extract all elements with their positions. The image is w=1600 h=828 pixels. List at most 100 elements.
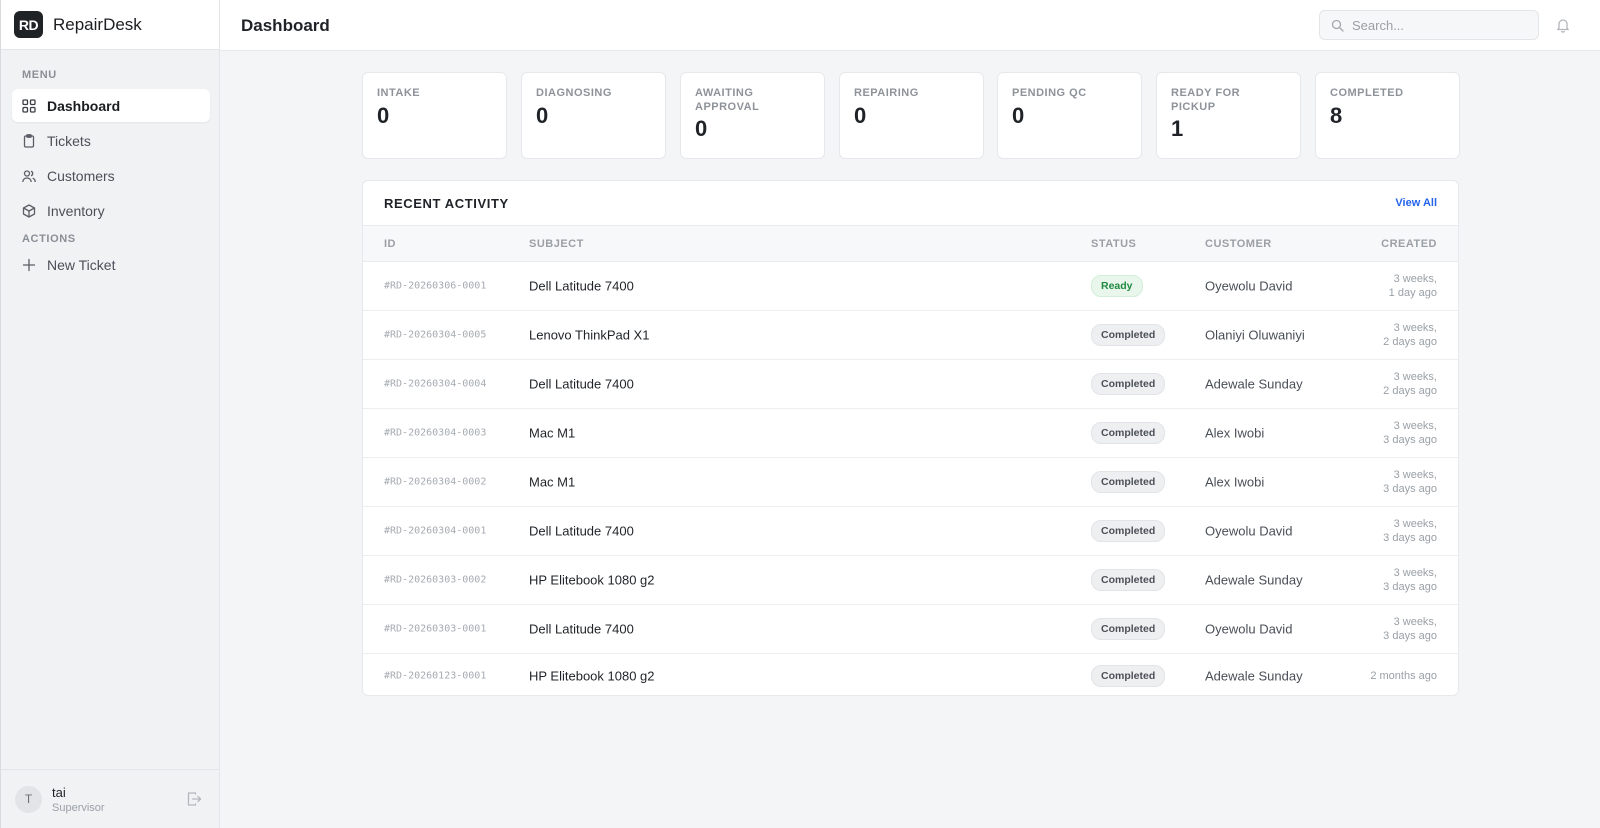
stat-card-completed[interactable]: COMPLETED 8 [1315, 72, 1460, 159]
status-badge: Completed [1091, 618, 1166, 640]
ticket-subject: Dell Latitude 7400 [529, 621, 634, 637]
ticket-id[interactable]: #RD-20260123-0001 [384, 670, 487, 682]
created-time-line-2: 3 days ago [1383, 532, 1437, 544]
table-row[interactable]: #RD-20260304-0002 Mac M1 Completed Alex Iwo… [363, 458, 1458, 507]
bell-icon[interactable] [1555, 17, 1571, 33]
created-time-line-1: 3 weeks, [1393, 469, 1437, 481]
ticket-id[interactable]: #RD-20260303-0001 [384, 623, 487, 635]
stat-value: 0 [854, 102, 867, 128]
user-role: Supervisor [52, 801, 105, 814]
sidebar-item-label: Dashboard [47, 97, 121, 114]
status-cell: Completed [1091, 665, 1166, 687]
stat-value: 0 [695, 116, 708, 141]
sidebar-item-customers[interactable]: Customers [12, 159, 210, 192]
ticket-subject: Mac M1 [529, 474, 576, 490]
created-time-line-1: 3 weeks, [1393, 518, 1437, 530]
users-icon [22, 169, 36, 182]
sidebar-item-tickets[interactable]: Tickets [12, 124, 210, 157]
status-badge: Completed [1091, 471, 1166, 493]
created-time-line-1: 3 weeks, [1393, 273, 1437, 285]
column-header-created[interactable]: CREATED [1381, 238, 1437, 250]
sidebar-item-inventory[interactable]: Inventory [12, 194, 210, 227]
created-time: 3 weeks, 2 days ago [1347, 321, 1437, 349]
created-time-line-2: 3 days ago [1383, 630, 1437, 642]
stat-label: COMPLETED [1330, 87, 1404, 99]
created-time-line-2: 3 days ago [1383, 581, 1437, 593]
ticket-subject: Mac M1 [529, 425, 576, 441]
status-badge: Completed [1091, 422, 1166, 444]
status-badge: Completed [1091, 665, 1166, 687]
created-time: 3 weeks, 1 day ago [1347, 272, 1437, 300]
status-badge: Completed [1091, 520, 1166, 542]
ticket-id[interactable]: #RD-20260304-0002 [384, 476, 487, 488]
stat-label: READY FOR PICKUP [1171, 87, 1241, 113]
table-row[interactable]: #RD-20260123-0001 HP Elitebook 1080 g2 Com… [363, 654, 1458, 695]
user-profile: T tai Supervisor [1, 769, 220, 828]
ticket-subject: Dell Latitude 7400 [529, 278, 634, 294]
ticket-id[interactable]: #RD-20260306-0001 [384, 280, 487, 292]
stat-card-intake[interactable]: INTAKE 0 [362, 72, 507, 159]
new-ticket-button[interactable]: New Ticket [12, 248, 210, 281]
menu-section-label: MENU [22, 69, 57, 81]
table-row[interactable]: #RD-20260304-0005 Lenovo ThinkPad X1 Compl… [363, 311, 1458, 360]
status-cell: Completed [1091, 373, 1166, 395]
created-time: 3 weeks, 3 days ago [1347, 517, 1437, 545]
column-header-subject[interactable]: SUBJECT [529, 238, 584, 250]
topbar: Dashboard [220, 0, 1600, 51]
stat-card-ready-for-pickup[interactable]: READY FOR PICKUP 1 [1156, 72, 1301, 159]
ticket-id[interactable]: #RD-20260303-0002 [384, 574, 487, 586]
ticket-id[interactable]: #RD-20260304-0003 [384, 427, 487, 439]
stat-label: DIAGNOSING [536, 87, 612, 99]
created-time-line-2: 2 days ago [1383, 385, 1437, 397]
sidebar-item-label: Inventory [47, 202, 105, 219]
table-row[interactable]: #RD-20260303-0002 HP Elitebook 1080 g2 Com… [363, 556, 1458, 605]
table-row[interactable]: #RD-20260306-0001 Dell Latitude 7400 Ready… [363, 262, 1458, 311]
ticket-id[interactable]: #RD-20260304-0001 [384, 525, 487, 537]
ticket-subject: HP Elitebook 1080 g2 [529, 572, 655, 588]
plus-icon [22, 258, 36, 271]
table-row[interactable]: #RD-20260304-0003 Mac M1 Completed Alex Iwo… [363, 409, 1458, 458]
status-cell: Ready [1091, 275, 1143, 297]
stat-label: REPAIRING [854, 87, 919, 99]
ticket-subject: Dell Latitude 7400 [529, 523, 634, 539]
stat-value: 0 [377, 102, 390, 128]
created-time-line-1: 3 weeks, [1393, 420, 1437, 432]
stat-card-diagnosing[interactable]: DIAGNOSING 0 [521, 72, 666, 159]
customer-name: Alex Iwobi [1205, 425, 1265, 441]
ticket-id[interactable]: #RD-20260304-0004 [384, 378, 487, 390]
customer-name: Alex Iwobi [1205, 474, 1265, 490]
brand-name: RepairDesk [53, 14, 142, 34]
table-row[interactable]: #RD-20260303-0001 Dell Latitude 7400 Compl… [363, 605, 1458, 654]
search-box[interactable] [1319, 10, 1539, 40]
search-input[interactable] [1352, 17, 1532, 33]
sidebar: RD RepairDesk MENU Dashboard Tickets Cus… [0, 0, 220, 828]
created-time: 3 weeks, 3 days ago [1347, 615, 1437, 643]
column-header-status[interactable]: STATUS [1091, 238, 1137, 250]
stat-card-pending-qc[interactable]: PENDING QC 0 [997, 72, 1142, 159]
actions-section-label: ACTIONS [22, 233, 76, 245]
created-time-line-2: 3 days ago [1383, 483, 1437, 495]
customer-name: Oyewolu David [1205, 278, 1293, 294]
customer-name: Adewale Sunday [1205, 572, 1303, 588]
stat-card-awaiting-approval[interactable]: AWAITING APPROVAL 0 [680, 72, 825, 159]
recent-activity-header: RECENT ACTIVITY View All [363, 181, 1458, 226]
stat-value: 0 [536, 102, 549, 128]
ticket-id[interactable]: #RD-20260304-0005 [384, 329, 487, 341]
table-row[interactable]: #RD-20260304-0004 Dell Latitude 7400 Compl… [363, 360, 1458, 409]
column-header-customer[interactable]: CUSTOMER [1205, 238, 1272, 250]
recent-activity-title: RECENT ACTIVITY [384, 195, 509, 211]
logout-icon[interactable] [186, 791, 202, 807]
table-header: ID SUBJECT STATUS CUSTOMER CREATED [363, 226, 1458, 262]
created-time-line-1: 3 weeks, [1393, 322, 1437, 334]
stat-card-repairing[interactable]: REPAIRING 0 [839, 72, 984, 159]
user-name: tai [52, 784, 66, 800]
created-time-line-1: 2 months ago [1370, 670, 1437, 682]
view-all-link[interactable]: View All [1395, 197, 1437, 209]
created-time-line-1: 3 weeks, [1393, 567, 1437, 579]
stat-value: 1 [1171, 116, 1184, 141]
sidebar-item-dashboard[interactable]: Dashboard [12, 89, 210, 122]
brand[interactable]: RD RepairDesk [1, 0, 219, 50]
table-row[interactable]: #RD-20260304-0001 Dell Latitude 7400 Compl… [363, 507, 1458, 556]
status-cell: Completed [1091, 520, 1166, 542]
column-header-id[interactable]: ID [384, 238, 396, 250]
